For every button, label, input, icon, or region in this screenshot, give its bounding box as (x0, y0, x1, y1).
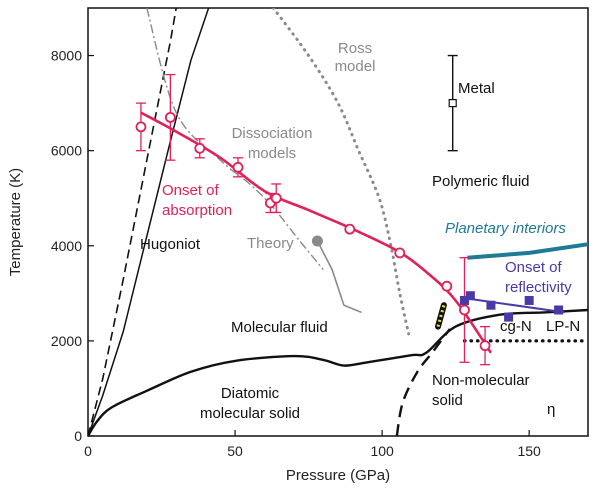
molecular-fluid-label: Molecular fluid (231, 319, 328, 336)
plot-frame: 0 50 100 150 0 2000 4000 6000 8000 Pressure (GPa)… (7, 7, 589, 484)
nitrogen-trace-fill (436, 304, 446, 327)
eta-label-line: η (547, 401, 555, 418)
cg-n-label-line: cg-N (500, 318, 532, 335)
absorption-point (135, 121, 147, 133)
y-axis-label: Temperature (K) (7, 168, 24, 276)
dissociation-models-label-line: models (248, 145, 296, 162)
polymeric-fluid-label: Polymeric fluid (432, 173, 530, 190)
hugoniot-label-line: Hugoniot (140, 236, 201, 253)
onset-of-reflectivity-label-line: reflectivity (505, 279, 572, 296)
absorption-point (344, 223, 356, 235)
dissociation-models-label: Dissociation models (232, 125, 313, 162)
reflectivity-point (465, 291, 475, 301)
reflectivity-point (524, 295, 534, 305)
ross-model-label-line: Ross (338, 40, 372, 57)
y-tick-label: 0 (74, 428, 82, 444)
molecular-fluid-label-line: Molecular fluid (231, 319, 328, 336)
reflectivity-point (504, 312, 514, 322)
ross-model-curve (271, 8, 411, 336)
reflectivity-point (459, 295, 469, 305)
absorption-point (194, 142, 206, 154)
diatomic-molecular-solid-label: Diatomic molecular solid (200, 385, 300, 422)
dissociation-models-label-line: Dissociation (232, 125, 313, 142)
non-molecular-solid-label-line: Non-molecular (432, 372, 530, 389)
onset-of-reflectivity-label-line: Onset of (505, 259, 563, 276)
y-tick-label: 8000 (51, 48, 82, 64)
reflectivity-fit-line (464, 297, 565, 314)
onset-of-absorption-label-line: absorption (162, 202, 232, 219)
onset-of-absorption-label: Onset of absorption (162, 182, 232, 219)
lp-n-label: LP-N (546, 318, 580, 335)
absorption-point (394, 247, 406, 259)
y-tick-label: 4000 (51, 238, 82, 254)
nonmolecular-boundary-dashed (395, 328, 451, 436)
absorption-point (459, 304, 470, 316)
absorption-point (232, 161, 244, 173)
ross-model-label: Ross model (335, 40, 376, 75)
lp-n-label-line: LP-N (546, 318, 580, 335)
theory-curve (316, 240, 362, 314)
reflectivity-point (486, 300, 496, 310)
absorption-point (441, 280, 453, 292)
metal-label-line: Metal (458, 80, 495, 97)
onset-of-reflectivity-label: Onset of reflectivity (505, 259, 572, 296)
absorption-point (270, 192, 282, 204)
metal-label: Metal (458, 80, 495, 97)
points-layer (135, 54, 564, 366)
planetary-interiors-label: Planetary interiors (445, 220, 566, 237)
non-molecular-solid-label-line: solid (432, 392, 463, 409)
x-tick-label: 100 (370, 443, 394, 459)
planetary-interiors-label-line: Planetary interiors (445, 220, 566, 237)
onset-of-absorption-label-line: Onset of (162, 182, 220, 199)
reflectivity-point (554, 305, 564, 315)
theory-label: Theory (247, 235, 294, 252)
x-axis-label: Pressure (GPa) (286, 467, 390, 484)
plot-border (87, 7, 589, 437)
hugoniot-label: Hugoniot (140, 236, 201, 253)
labels-layer: Ross model Metal Dissociation models Polymeri… (140, 40, 580, 422)
theory-point (311, 235, 323, 247)
absorption-point (479, 340, 491, 352)
theory-label-line: Theory (247, 235, 294, 252)
diatomic-molecular-solid-label-line: molecular solid (200, 405, 300, 422)
x-tick-label: 0 (84, 443, 92, 459)
y-tick-label: 6000 (51, 143, 82, 159)
cg-n-label: cg-N (500, 318, 532, 335)
non-molecular-solid-label: Non-molecular solid (432, 372, 530, 409)
x-tick-label: 150 (517, 443, 541, 459)
diatomic-molecular-solid-label-line: Diatomic (221, 385, 280, 402)
metal-point (448, 99, 457, 108)
hugoniot-solid-line (88, 8, 210, 436)
melt-curve (88, 308, 588, 436)
hugoniot-dashed-line (88, 8, 177, 436)
y-tick-label: 2000 (51, 333, 82, 349)
absorption-point (164, 111, 176, 123)
x-tick-label: 50 (227, 443, 243, 459)
ross-model-label-line: model (335, 58, 376, 75)
polymeric-fluid-label-line: Polymeric fluid (432, 173, 530, 190)
eta-label: η (547, 401, 555, 418)
planetary-interiors-curve (467, 242, 588, 260)
dissociation-model-curve (146, 8, 324, 271)
